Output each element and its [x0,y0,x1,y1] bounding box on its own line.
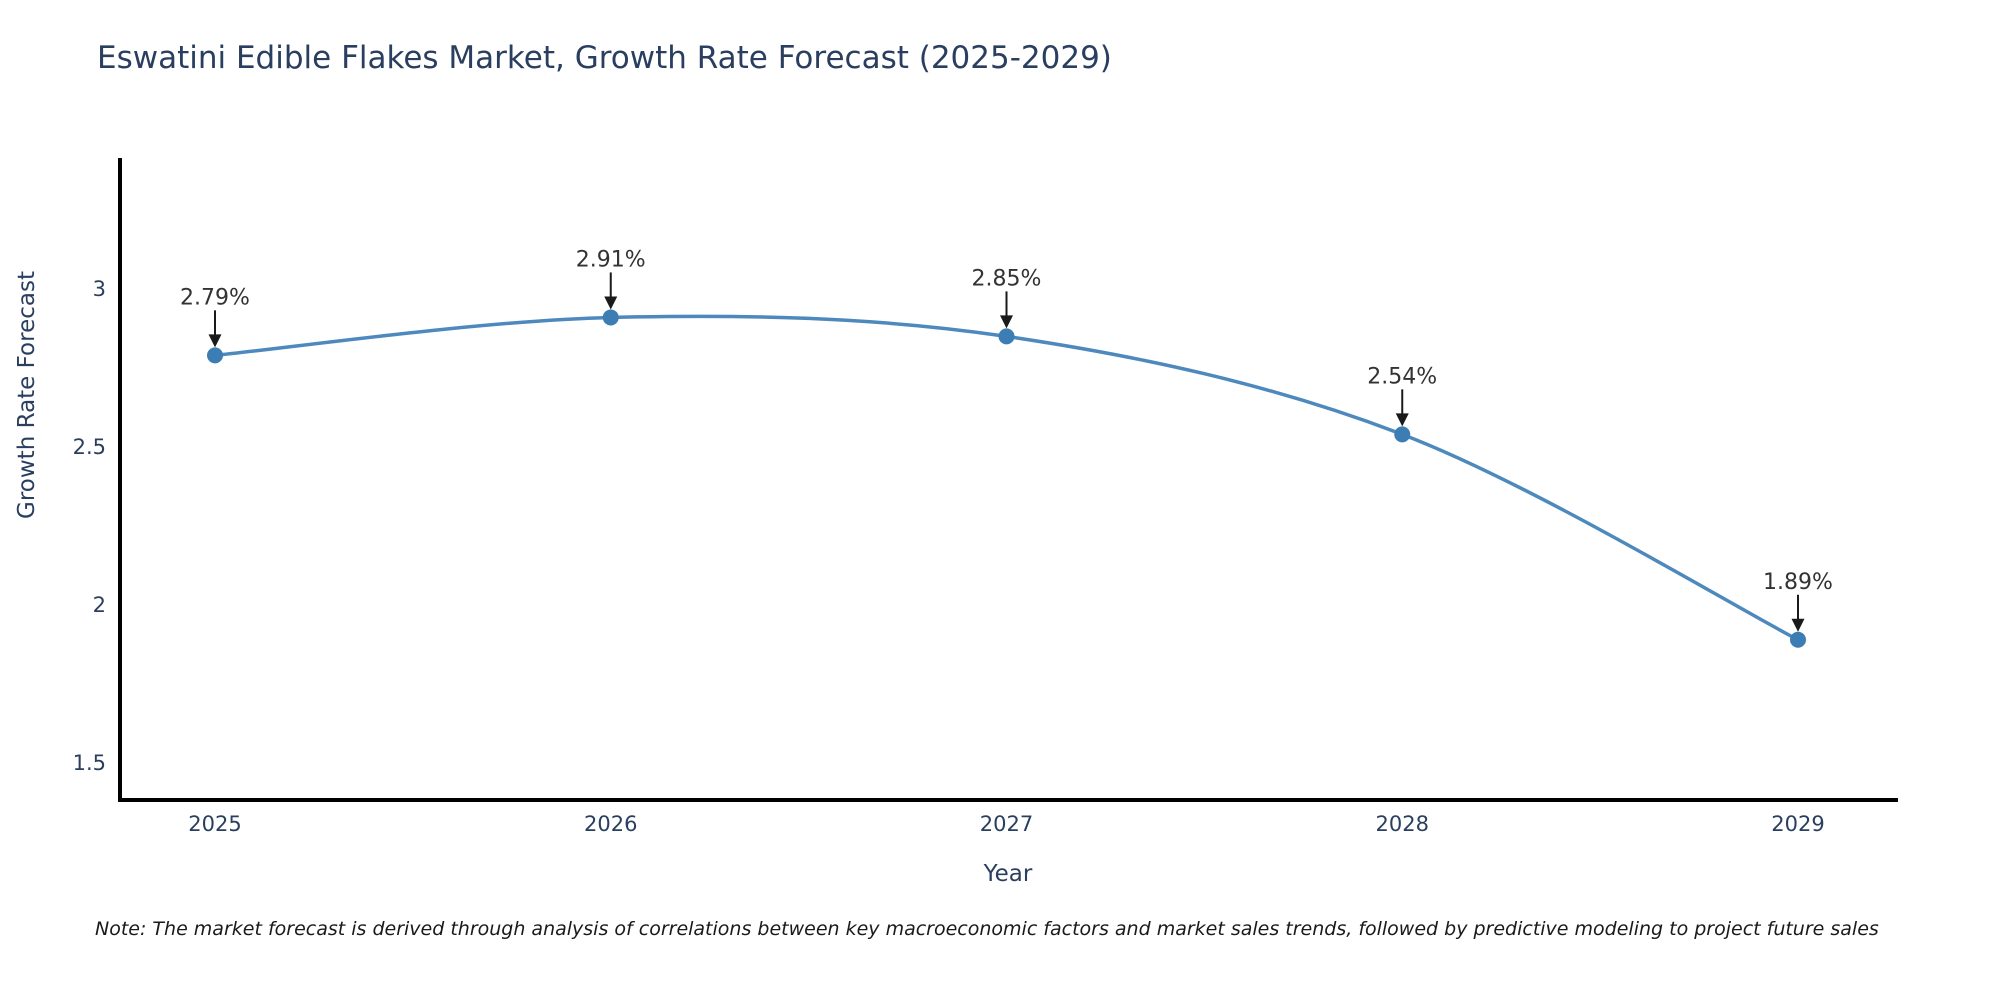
x-tick-label: 2025 [188,812,241,836]
annotation-arrowhead [1791,618,1805,632]
data-point-2027[interactable] [998,328,1015,345]
data-point-2025[interactable] [207,347,223,364]
data-point-2028[interactable] [1394,426,1411,443]
data-point-2026[interactable] [602,309,619,326]
x-tick-label: 2026 [584,812,637,836]
x-tick-label: 2029 [1771,812,1824,836]
y-axis-title: Growth Rate Forecast [14,271,40,519]
annotation-arrowhead [208,334,222,348]
footnote: Note: The market forecast is derived thr… [95,918,1879,940]
y-tick-label: 2.5 [73,435,106,459]
y-tick-label: 3 [93,277,106,301]
annotation-arrowhead [1000,315,1013,329]
annotation-label: 2.91% [576,247,646,272]
y-tick-label: 2 [93,593,106,617]
annotation-arrowhead [1395,413,1409,427]
series-line [214,314,1799,642]
annotation-arrowhead [604,296,618,310]
data-point-2029[interactable] [1790,631,1806,648]
annotation-label: 1.89% [1763,570,1833,595]
x-axis-title: Year [983,861,1033,887]
annotation-label: 2.85% [972,266,1042,291]
x-tick-label: 2028 [1376,812,1429,836]
chart-title: Eswatini Edible Flakes Market, Growth Ra… [97,40,1112,76]
annotation-label: 2.54% [1367,364,1437,389]
annotation-label: 2.79% [180,285,250,310]
x-tick-label: 2027 [980,812,1033,836]
y-tick-label: 1.5 [73,751,106,775]
